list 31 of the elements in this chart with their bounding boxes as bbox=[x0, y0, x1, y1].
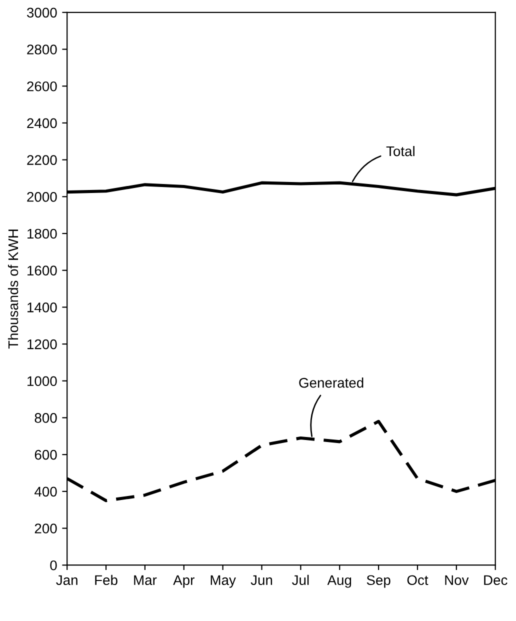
y-tick-label: 2000 bbox=[27, 192, 57, 202]
y-tick-label: 0 bbox=[50, 560, 57, 570]
text: Generated bbox=[299, 378, 364, 388]
y-tick-label: 800 bbox=[34, 413, 57, 423]
y-axis-title: Thousands of KWH bbox=[8, 230, 18, 349]
x-tick-label: Jul bbox=[292, 574, 309, 586]
y-tick-label: 600 bbox=[34, 450, 57, 460]
x-tick-label: Jun bbox=[250, 575, 272, 586]
y-tick-label: 1400 bbox=[28, 302, 57, 312]
x-tick-label: Oct bbox=[407, 575, 428, 586]
y-tick-label: 1600 bbox=[28, 266, 57, 276]
y-tick-label: 1200 bbox=[28, 339, 57, 350]
y-tick-label: 2200 bbox=[27, 155, 57, 165]
x-tick-label: Aug bbox=[327, 575, 352, 588]
x-tick-label: Jan bbox=[56, 575, 78, 586]
y-tick-label: 1800 bbox=[28, 228, 57, 239]
y-tick-label: 3000 bbox=[26, 8, 57, 18]
y-tick-label: 400 bbox=[34, 486, 57, 497]
y-tick-label: 2600 bbox=[27, 81, 57, 92]
y-tick-label: 200 bbox=[34, 524, 57, 534]
x-tick-label: Feb bbox=[95, 574, 118, 586]
x-tick-label: Dec bbox=[484, 575, 508, 586]
y-tick-label: 2400 bbox=[27, 118, 57, 128]
x-tick-label: May bbox=[210, 575, 236, 588]
y-tick-label: 1000 bbox=[28, 376, 57, 386]
x-tick-label: Mar bbox=[134, 575, 157, 586]
x-tick-label: Nov bbox=[445, 575, 469, 586]
x-tick-label: Apr bbox=[173, 575, 194, 588]
y-tick-label: 2800 bbox=[27, 44, 57, 54]
x-tick-label: Sep bbox=[366, 575, 390, 588]
text: Total bbox=[386, 146, 414, 156]
